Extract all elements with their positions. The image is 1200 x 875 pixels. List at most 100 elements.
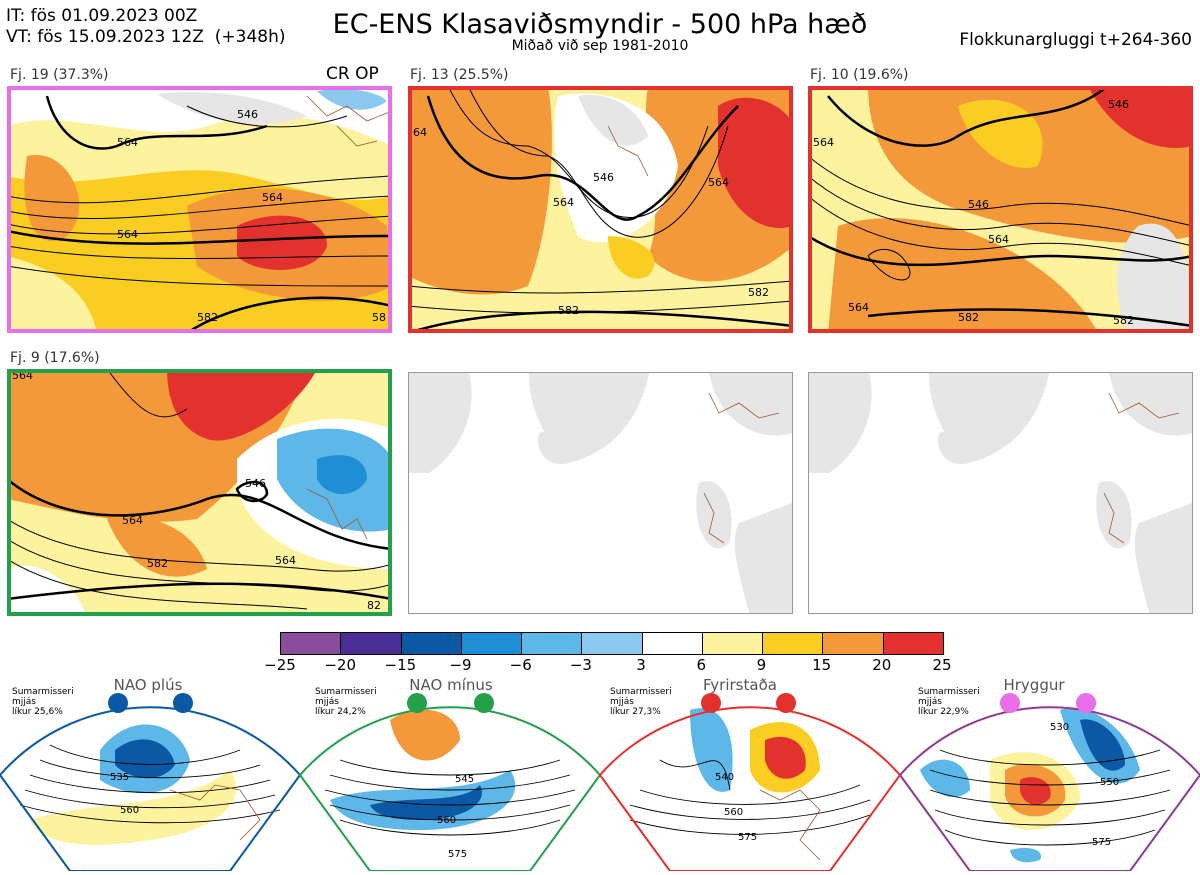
contour-label: 564 xyxy=(275,554,296,567)
regime-contour-label: 560 xyxy=(724,807,743,818)
regime-contour-label: 535 xyxy=(110,772,129,783)
regime-sectors: 535 560 545 560 575 540 560 575 530 550 … xyxy=(0,690,1200,872)
panel-border xyxy=(408,86,793,333)
colorbar xyxy=(280,632,944,655)
regime-title: Fyrirstaða xyxy=(703,676,777,694)
colorbar-segment xyxy=(823,633,884,654)
contour-label: 564 xyxy=(813,136,834,149)
contour-label: 546 xyxy=(1108,98,1129,111)
classification-window: Flokkunargluggi t+264-360 xyxy=(959,30,1192,50)
circle-marker-icon xyxy=(474,693,494,713)
regime-contour-label: 540 xyxy=(715,772,734,783)
circle-marker-icon xyxy=(407,693,427,713)
regime-contour-label: 575 xyxy=(738,832,757,843)
panel-border xyxy=(808,86,1193,333)
colorbar-tick-label: −15 xyxy=(384,656,417,674)
contour-label: 582 xyxy=(748,286,769,299)
regime-info: Sumarmisseri mjjás líkur 25,6% xyxy=(12,687,74,717)
regime-contour-label: 530 xyxy=(1050,722,1069,733)
colorbar-tick-label: 25 xyxy=(932,656,952,674)
colorbar-tick-label: 3 xyxy=(636,656,646,674)
regime-title: Hryggur xyxy=(1003,676,1065,694)
page-subtitle: Miðað við sep 1981-2010 xyxy=(511,38,689,54)
contour-label: 546 xyxy=(245,477,266,490)
initial-time: IT: fös 01.09.2023 00Z xyxy=(6,6,198,26)
contour-label: 564 xyxy=(122,514,143,527)
regime-contour-label: 575 xyxy=(1092,837,1111,848)
contour-label: 64 xyxy=(413,126,427,139)
lead-time: (+348h) xyxy=(214,27,286,47)
panel-1-tag: CR OP xyxy=(326,64,379,84)
colorbar-tick-label: 9 xyxy=(756,656,767,674)
regime-contour-label: 575 xyxy=(448,849,467,860)
circle-marker-icon xyxy=(776,693,796,713)
colorbar-segment xyxy=(582,633,643,654)
colorbar-tick-label: 15 xyxy=(812,656,832,674)
contour-label: 582 xyxy=(1113,314,1134,327)
contour-label: 564 xyxy=(708,176,729,189)
contour-label: 546 xyxy=(968,198,989,211)
colorbar-tick-label: 20 xyxy=(872,656,892,674)
contour-label: 564 xyxy=(553,196,574,209)
panel-4-label: Fj. 9 (17.6%) xyxy=(10,350,100,366)
colorbar-segment xyxy=(702,633,764,654)
contour-label: 582 xyxy=(147,557,168,570)
regime-blocking xyxy=(598,706,902,872)
panel-border xyxy=(7,369,392,616)
circle-marker-icon xyxy=(173,693,193,713)
colorbar-segment xyxy=(341,633,402,654)
contour-label: 564 xyxy=(117,136,138,149)
contour-label: 546 xyxy=(237,108,258,121)
regime-nao-minus xyxy=(298,706,602,872)
contour-label: 582 xyxy=(197,311,218,324)
regime-nao-plus xyxy=(0,706,302,872)
cluster-map-panel: 64 546 564 582 564 582 xyxy=(408,86,793,333)
colorbar-tick-label: −20 xyxy=(324,656,356,674)
cluster-map-panel: 546 564 546 564 564 582 582 xyxy=(808,86,1193,333)
regime-contour-label: 550 xyxy=(1100,777,1119,788)
regime-info: Sumarmisseri mjjás líkur 24,2% xyxy=(315,687,377,717)
colorbar-tick-label: −9 xyxy=(449,656,472,674)
contour-label: 564 xyxy=(117,228,138,241)
regime-title: NAO mínus xyxy=(409,676,493,694)
cluster-map-panel: 564 546 564 564 582 58 xyxy=(7,86,392,333)
circle-marker-icon xyxy=(701,693,721,713)
regime-title: NAO plús xyxy=(113,676,183,694)
colorbar-tick-label: 6 xyxy=(696,656,707,674)
empty-map-panel xyxy=(408,372,793,614)
panel-1-label: Fj. 19 (37.3%) xyxy=(10,67,109,83)
contour-label: 564 xyxy=(262,191,283,204)
panel-3-label: Fj. 10 (19.6%) xyxy=(810,67,909,83)
regime-contour-label: 560 xyxy=(120,805,139,816)
colorbar-tick-label: −6 xyxy=(509,656,532,674)
contour-label: 564 xyxy=(988,233,1009,246)
colorbar-segment xyxy=(642,633,703,654)
colorbar-segment xyxy=(461,633,523,654)
colorbar-tick-label: −25 xyxy=(264,656,296,674)
contour-label: 564 xyxy=(848,301,869,314)
regime-contour-label: 560 xyxy=(437,815,456,826)
regime-ridge xyxy=(898,706,1200,872)
contour-label: 582 xyxy=(958,311,979,324)
panel-2-label: Fj. 13 (25.5%) xyxy=(410,67,509,83)
colorbar-segment xyxy=(401,633,462,654)
regime-contour-label: 545 xyxy=(455,774,474,785)
empty-map-panel xyxy=(808,372,1193,614)
panel-border xyxy=(7,86,392,333)
colorbar-segment xyxy=(522,633,583,654)
regime-info: Sumarmisseri mjjás líkur 27,3% xyxy=(610,687,672,717)
circle-marker-icon xyxy=(108,693,128,713)
contour-label: 546 xyxy=(593,171,614,184)
contour-label: 582 xyxy=(558,304,579,317)
circle-marker-icon xyxy=(1000,693,1020,713)
valid-time: VT: fös 15.09.2023 12Z (+348h) xyxy=(6,27,286,47)
regime-info: Sumarmisseri mjjás líkur 22,9% xyxy=(918,687,980,717)
colorbar-tick-label: −3 xyxy=(569,656,592,674)
circle-marker-icon xyxy=(1076,693,1096,713)
colorbar-segment xyxy=(883,633,943,654)
colorbar-segment xyxy=(281,633,342,654)
colorbar-segment xyxy=(763,633,824,654)
page-title: EC-ENS Klasaviðsmyndir - 500 hPa hæð xyxy=(332,9,868,40)
cluster-map-panel: 564 546 564 582 564 82 xyxy=(7,369,392,616)
header-info: IT: fös 01.09.2023 00Z VT: fös 15.09.202… xyxy=(6,6,286,48)
